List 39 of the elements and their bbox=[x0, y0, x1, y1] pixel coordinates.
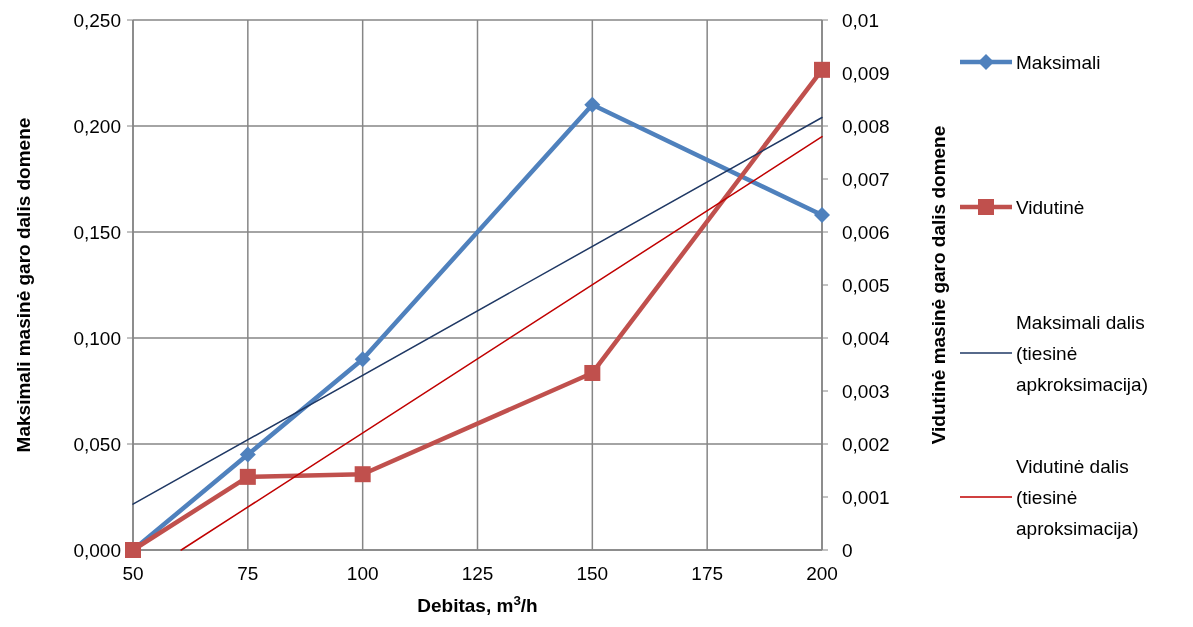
y2-tick-label: 0,009 bbox=[842, 63, 890, 84]
y2-tick-label: 0,004 bbox=[842, 328, 890, 349]
y-tick-label: 0,100 bbox=[73, 328, 121, 349]
point bbox=[814, 61, 830, 78]
y2-tick-label: 0,002 bbox=[842, 434, 890, 455]
legend-label: Maksimali bbox=[1016, 52, 1101, 73]
x-tick-label: 175 bbox=[691, 563, 724, 584]
point bbox=[239, 446, 256, 463]
y2-tick-label: 0 bbox=[842, 540, 853, 561]
y-tick-label: 0,000 bbox=[73, 540, 121, 561]
point bbox=[814, 207, 830, 224]
point bbox=[239, 468, 256, 485]
y2-tick-label: 0,01 bbox=[842, 10, 879, 31]
x-tick-label: 150 bbox=[576, 563, 609, 584]
x-axis-title: Debitas, m$^{3}$/h bbox=[417, 592, 538, 616]
point bbox=[584, 364, 601, 381]
x-tick-label: 125 bbox=[461, 563, 494, 584]
y2-tick-label: 0,001 bbox=[842, 487, 890, 508]
y2-axis-title: Vidutinė masinė garo dalis domene bbox=[928, 125, 949, 445]
point bbox=[354, 466, 371, 483]
y2-tick-label: 0,006 bbox=[842, 222, 890, 243]
y-tick-label: 0,050 bbox=[73, 434, 121, 455]
y2-tick-label: 0,008 bbox=[842, 116, 890, 137]
x-tick-label: 200 bbox=[806, 563, 838, 584]
y2-tick-label: 0,005 bbox=[842, 275, 890, 296]
y-tick-label: 0,250 bbox=[73, 10, 121, 31]
y2-tick-label: 0,007 bbox=[842, 169, 890, 190]
point bbox=[354, 351, 371, 368]
y-axis-title: Maksimali masinė garo dalis domene bbox=[13, 117, 34, 453]
legend-label: Maksimali dalis (tiesinė apkroksimacija) bbox=[1016, 312, 1148, 395]
point bbox=[584, 96, 601, 113]
x-tick-label: 100 bbox=[346, 563, 379, 584]
legend-label: Vidutinė bbox=[1016, 197, 1085, 218]
y-tick-label: 0,200 bbox=[73, 116, 121, 137]
x-tick-label: 50 bbox=[122, 563, 144, 584]
x-tick-label: 75 bbox=[237, 563, 259, 584]
y-tick-label: 0,150 bbox=[73, 222, 121, 243]
y2-tick-label: 0,003 bbox=[842, 381, 890, 402]
legend-label: Vidutinė dalis (tiesinė aproksimacija) bbox=[1016, 456, 1139, 539]
